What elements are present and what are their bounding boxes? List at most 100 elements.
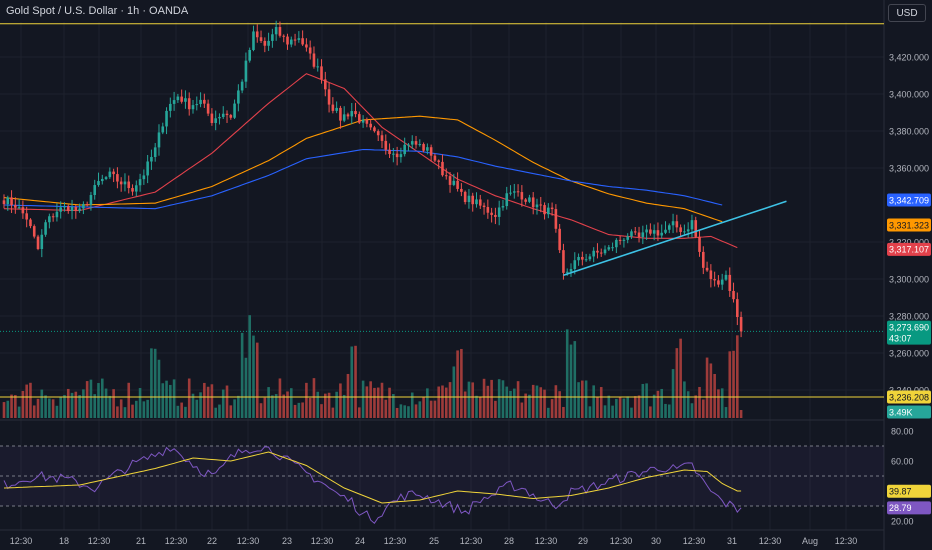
candle-body <box>596 250 599 253</box>
volume-bar <box>48 398 51 418</box>
candle-body <box>550 207 554 210</box>
candle-body <box>187 98 191 110</box>
candle-body <box>312 53 316 67</box>
candle-body <box>2 200 6 205</box>
volume-bar <box>176 405 180 418</box>
volume-bar <box>119 399 123 418</box>
currency-button[interactable]: USD <box>888 4 926 22</box>
volume-bar <box>327 392 331 418</box>
volume-bar <box>112 389 115 418</box>
volume-bar <box>550 399 554 418</box>
candle-body <box>255 31 259 38</box>
volume-bar <box>271 395 274 418</box>
candle-body <box>66 206 70 211</box>
volume-bar <box>486 385 490 418</box>
candle-body <box>184 98 187 102</box>
volume-bar <box>78 395 81 418</box>
volume-bar <box>501 380 505 418</box>
time-tick-label: 22 <box>207 536 217 546</box>
trendline[interactable] <box>563 200 787 277</box>
candle-body <box>376 131 380 136</box>
candle-body <box>165 110 168 127</box>
candle-body <box>388 149 391 155</box>
candle-body <box>724 274 728 280</box>
time-tick-label: 29 <box>578 536 588 546</box>
candle-body <box>467 195 471 203</box>
candle-body <box>135 185 138 192</box>
volume-bar <box>528 394 531 418</box>
volume-bar <box>252 335 255 418</box>
rsi-ma-tag: 39.87 <box>889 486 912 496</box>
candle-body <box>278 27 282 36</box>
price-tick-label: 3,280.000 <box>889 312 929 322</box>
volume-bar <box>686 391 690 418</box>
volume-bar <box>395 407 399 418</box>
volume-bar <box>422 397 425 418</box>
candle-body <box>422 144 425 151</box>
moving-average-line <box>3 73 738 249</box>
candle-body <box>29 219 32 227</box>
volume-bar <box>36 398 40 418</box>
candle-body <box>603 249 607 254</box>
volume-bar <box>630 407 633 418</box>
rsi-value-tag: 28.79 <box>889 503 912 513</box>
candle-body <box>633 231 637 233</box>
volume-bar <box>229 405 233 418</box>
volume-bar <box>191 393 195 418</box>
price-tick-label: 3,300.000 <box>889 275 929 285</box>
candle-body <box>694 220 698 237</box>
candle-body <box>501 206 505 208</box>
candle-body <box>271 34 274 41</box>
candle-body <box>17 207 21 209</box>
volume-bar <box>671 369 675 418</box>
candle-body <box>713 279 716 281</box>
volume-bar <box>475 395 478 418</box>
time-tick-label: 31 <box>727 536 737 546</box>
candle-body <box>108 171 112 178</box>
volume-bar <box>138 388 142 418</box>
candle-body <box>161 126 165 133</box>
rsi-ma-tag-bg <box>887 484 931 498</box>
volume-bar <box>460 348 463 418</box>
volume-bar <box>66 388 70 418</box>
candle-body <box>615 239 618 248</box>
trendline-group[interactable] <box>563 200 787 277</box>
candle-body <box>354 111 357 115</box>
chart-title: Gold Spot / U.S. Dollar · 1h · OANDA <box>6 5 189 17</box>
candle-body <box>573 260 577 269</box>
volume-bar <box>452 366 456 418</box>
volume-bar <box>577 382 580 418</box>
volume-bar <box>373 387 376 418</box>
candle-body <box>675 221 679 228</box>
candle-body <box>263 40 267 46</box>
volume-bar <box>713 373 716 418</box>
candle-body <box>524 199 527 202</box>
countdown-tag: 43:07 <box>889 334 912 344</box>
volume-bar <box>324 393 327 418</box>
candle-body <box>221 113 225 117</box>
volume-bar <box>599 387 603 418</box>
volume-bar <box>342 394 346 418</box>
candle-body <box>732 290 735 300</box>
volume-bar <box>516 381 520 418</box>
volume-bar <box>547 407 550 418</box>
candle-body <box>395 153 399 158</box>
ma-red-price-tag: 3,317.107 <box>889 245 929 255</box>
candle-body <box>705 267 709 271</box>
time-tick-label: 23 <box>282 536 292 546</box>
candle-body <box>131 188 134 192</box>
volume-bar <box>116 406 119 418</box>
candle-body <box>622 239 626 241</box>
time-tick-label: 12:30 <box>610 536 633 546</box>
volume-bar <box>358 407 361 418</box>
candle-body <box>153 147 157 157</box>
volume-bar <box>509 390 512 418</box>
candle-body <box>554 209 558 229</box>
candle-body <box>282 35 286 37</box>
candle-body <box>218 116 221 119</box>
candle-body <box>365 119 369 124</box>
volume-bar <box>255 342 259 418</box>
volume-bar <box>316 391 320 418</box>
volume-bar <box>289 388 293 418</box>
